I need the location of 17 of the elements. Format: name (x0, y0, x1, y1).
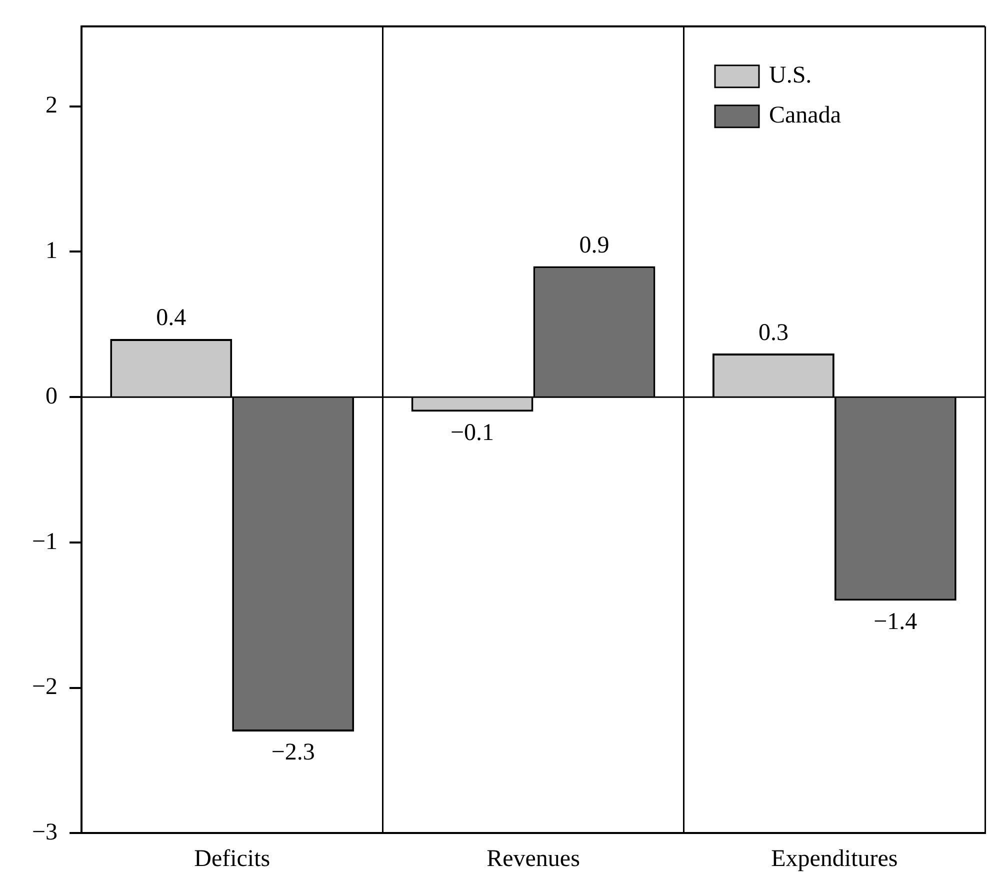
legend-label: Canada (769, 102, 842, 129)
y-tick-label: 1 (46, 238, 58, 264)
data-label: −0.1 (450, 420, 494, 446)
x-tick-label: Revenues (486, 846, 580, 872)
data-label: 0.4 (156, 305, 186, 332)
data-label: −2.3 (271, 740, 315, 766)
x-tick-label: Deficits (194, 846, 270, 872)
y-tick-label: 2 (46, 92, 58, 119)
y-tick-label: −3 (32, 819, 58, 846)
y-tick-label: −2 (32, 674, 58, 700)
data-label: −1.4 (874, 608, 918, 635)
x-tick-label: Expenditures (771, 846, 898, 872)
legend-label: U.S. (769, 62, 812, 89)
y-tick-label: −1 (32, 528, 58, 555)
data-label: 0.9 (579, 232, 610, 259)
data-label: 0.3 (758, 320, 788, 346)
y-tick-label: 0 (46, 383, 58, 410)
